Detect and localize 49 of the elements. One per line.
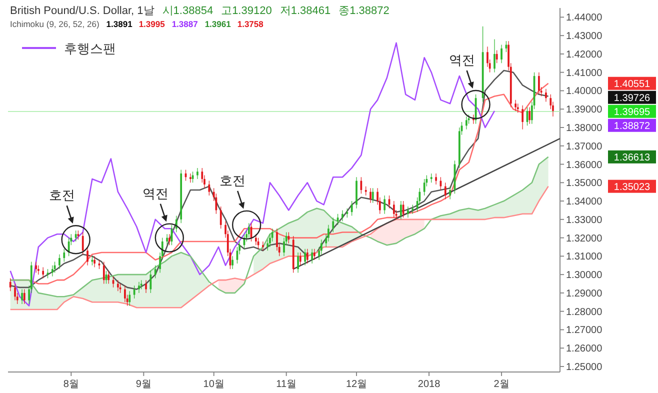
- x-tick-label: 10월: [203, 379, 224, 390]
- y-tick-label: 1.31000: [566, 252, 603, 263]
- annotation: 고1.39120: [221, 5, 272, 17]
- annotation: 1.3891: [106, 19, 133, 29]
- text: 1.35023: [614, 182, 651, 193]
- y-tick-label: 1.38000: [566, 122, 603, 134]
- y-tick-label: 1.32000: [566, 233, 603, 244]
- annotation: 1.3995: [138, 19, 166, 29]
- annotation: 1.3758: [237, 19, 264, 29]
- annotation: 역전: [142, 186, 168, 201]
- y-tick-label: 1.44000: [566, 12, 603, 24]
- y-tick-label: 1.42000: [566, 49, 603, 60]
- y-tick-label: 1.27000: [566, 325, 603, 336]
- legend-label: 후행스팬: [64, 41, 116, 56]
- text: Ichimoku (9, 26, 52, 26): [10, 19, 100, 29]
- x-tick-label: 2월: [494, 379, 510, 390]
- x-tick-label: 11월: [276, 379, 297, 390]
- x-tick-label: 8월: [63, 379, 79, 390]
- chart-title: British Pound/U.S. Dollar, 1날: [10, 5, 154, 17]
- y-tick-label: 1.29000: [566, 288, 603, 300]
- text: 1.36613: [614, 152, 651, 164]
- y-tick-label: 1.28000: [566, 306, 603, 318]
- y-tick-label: 1.37000: [566, 141, 603, 152]
- y-tick-label: 1.35000: [566, 178, 603, 190]
- annotation: 종1.38872: [338, 5, 390, 17]
- annotation: 호전: [220, 172, 246, 188]
- annotation: 1.3887: [172, 19, 198, 29]
- y-tick-label: 1.33000: [566, 214, 603, 226]
- annotation: 역전: [448, 52, 475, 68]
- y-tick-label: 1.43000: [566, 31, 603, 42]
- y-tick-label: 1.25000: [566, 362, 603, 373]
- y-tick-label: 1.41000: [566, 68, 603, 79]
- annotation: 1.3961: [204, 19, 232, 29]
- text: 1.39695: [614, 106, 651, 118]
- y-tick-label: 1.36000: [566, 160, 603, 171]
- y-tick-label: 1.39000: [566, 104, 603, 116]
- y-tick-label: 1.40000: [566, 86, 603, 98]
- y-tick-label: 1.30000: [566, 270, 603, 282]
- text: 1.39726: [614, 92, 651, 104]
- x-tick-label: 2018: [418, 379, 441, 390]
- annotation: 시1.38854: [162, 5, 214, 17]
- y-tick-label: 1.34000: [566, 196, 603, 208]
- annotation: 저1.38461: [280, 5, 331, 17]
- x-tick-label: 12월: [346, 379, 368, 390]
- annotation: 호전: [48, 188, 75, 203]
- text: 1.38872: [614, 120, 651, 132]
- y-tick-label: 1.26000: [566, 344, 603, 355]
- x-tick-label: 9월: [136, 379, 152, 390]
- text: 1.40551: [614, 78, 651, 90]
